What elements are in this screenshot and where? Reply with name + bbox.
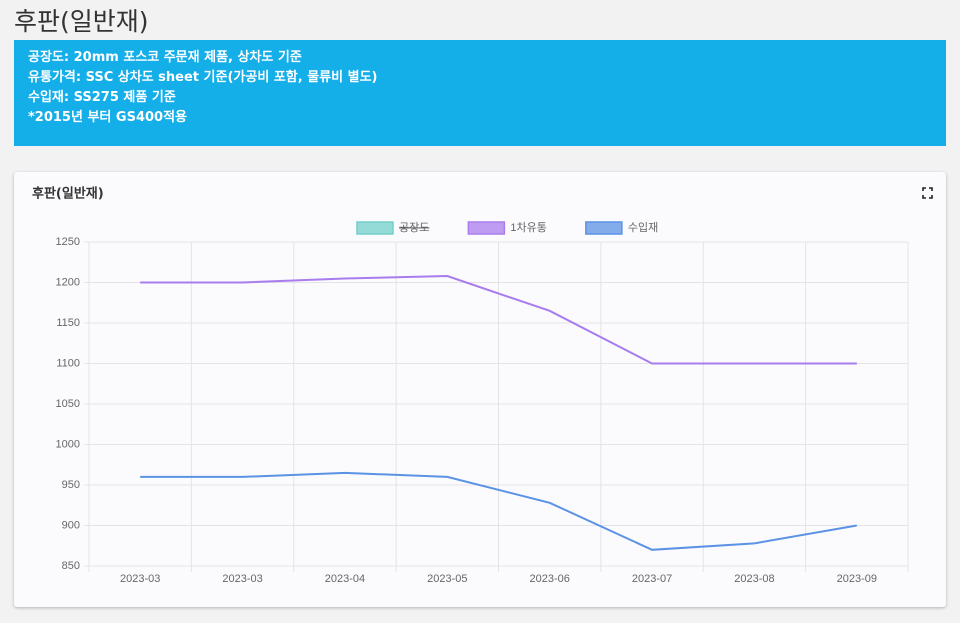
y-tick-label: 1050 <box>56 398 80 410</box>
info-line: 유통가격: SSC 상차도 sheet 기준(가공비 포함, 물류비 별도) <box>28 70 378 85</box>
legend-label[interactable]: 수입재 <box>628 221 658 234</box>
y-tick-label: 1150 <box>56 317 80 329</box>
legend-swatch <box>356 221 394 235</box>
y-tick-label: 1100 <box>56 357 80 369</box>
info-box: 공장도: 20mm 포스코 주문재 제품, 상차도 기준 유통가격: SSC 상… <box>14 40 946 146</box>
legend-label[interactable]: 1차유통 <box>510 221 546 234</box>
legend-swatch <box>585 221 623 235</box>
x-tick-label: 2023-07 <box>632 573 672 585</box>
x-tick-label: 2023-03 <box>222 573 262 585</box>
expand-icon[interactable] <box>922 187 933 199</box>
y-tick-label: 900 <box>62 519 80 531</box>
y-tick-label: 1250 <box>56 236 80 248</box>
y-tick-label: 950 <box>62 479 80 491</box>
info-line: 수입재: SS275 제품 기준 <box>28 90 176 105</box>
x-tick-label: 2023-09 <box>837 573 877 585</box>
x-tick-label: 2023-04 <box>325 573 365 585</box>
legend-label[interactable]: 공장도 <box>399 221 429 234</box>
page-title: 후판(일반재) <box>14 7 149 36</box>
x-tick-label: 2023-08 <box>734 573 774 585</box>
info-line: *2015년 부터 GS400적용 <box>28 110 188 125</box>
y-tick-label: 850 <box>62 560 80 572</box>
series-line <box>140 471 857 551</box>
chart-card <box>14 172 946 607</box>
y-tick-label: 1000 <box>56 438 80 450</box>
chart-title: 후판(일반재) <box>32 186 104 202</box>
legend-swatch <box>467 221 506 235</box>
expand-button[interactable] <box>922 187 933 199</box>
y-tick-label: 1200 <box>56 276 80 288</box>
series-line <box>140 275 857 365</box>
info-line: 공장도: 20mm 포스코 주문재 제품, 상차도 기준 <box>28 50 302 65</box>
x-tick-label: 2023-06 <box>530 573 570 585</box>
x-tick-label: 2023-05 <box>427 573 467 585</box>
x-tick-label: 2023-03 <box>120 573 160 585</box>
